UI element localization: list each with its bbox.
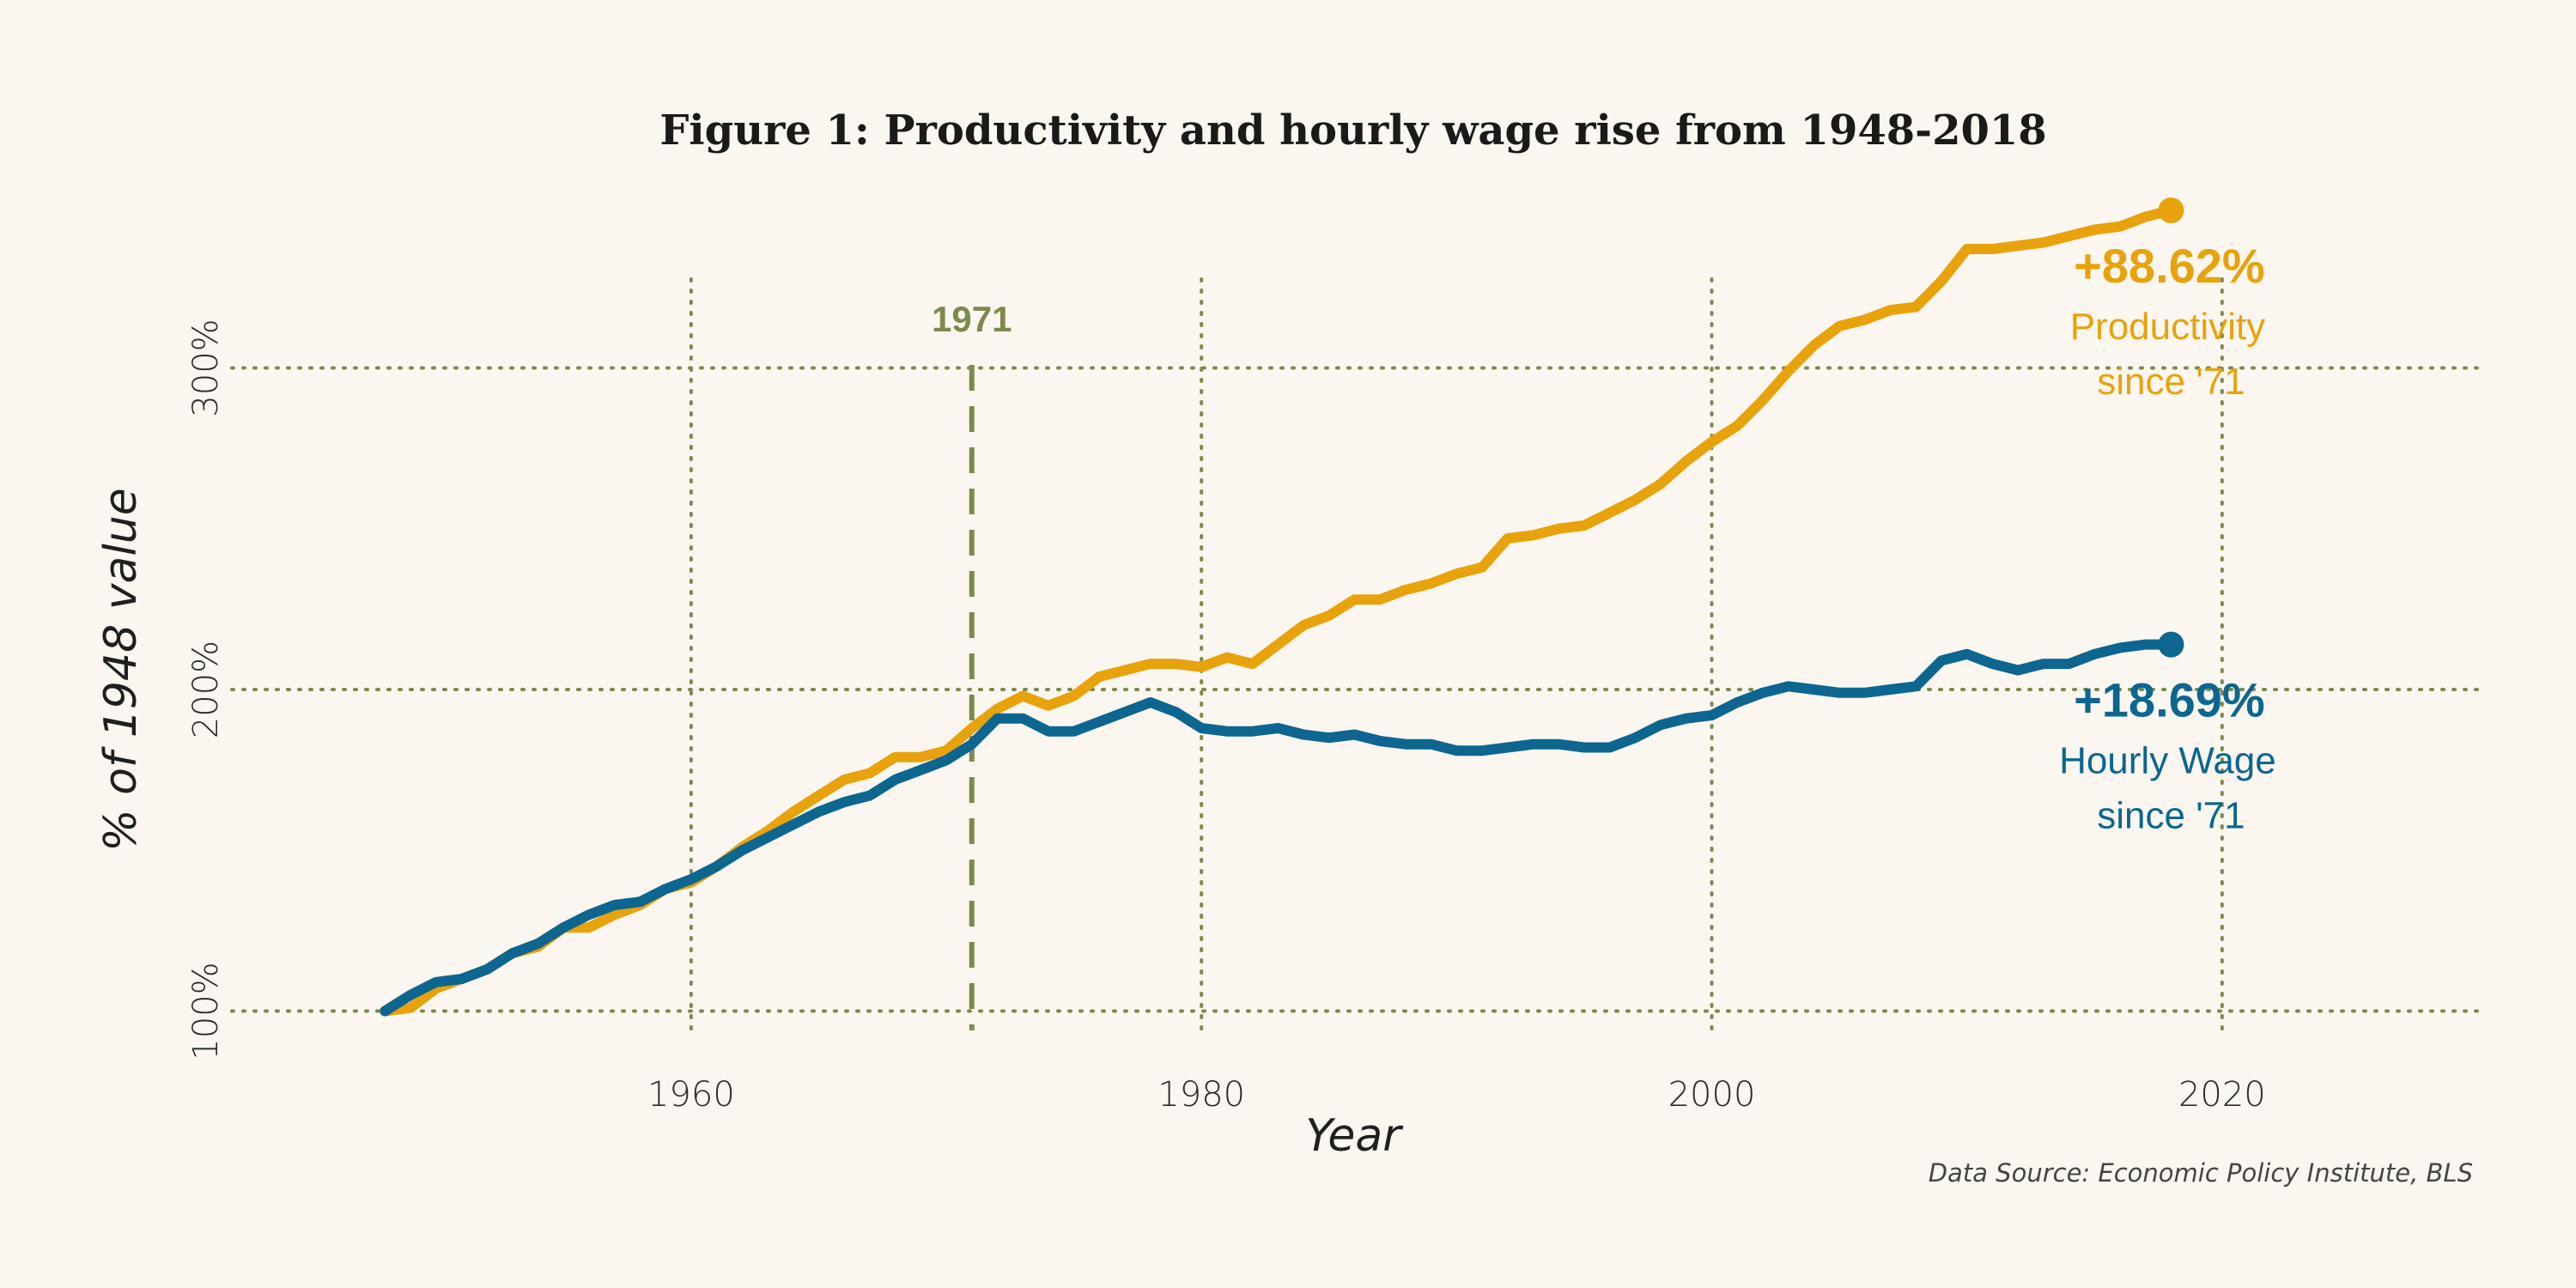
data-source-note: Data Source: Economic Policy Institute, … — [1929, 1158, 2473, 1188]
grid — [230, 277, 2479, 1036]
productivity-end-point — [2158, 197, 2184, 224]
x-tick-label: 2000 — [1668, 1075, 1756, 1115]
marker-1971-label: 1971 — [932, 299, 1012, 339]
wage-change-label: +18.69% — [2074, 673, 2265, 727]
year-marker: 1971 — [932, 299, 1012, 1030]
y-axis-label: % of 1948 value — [95, 488, 147, 852]
y-tick-label: 100% — [186, 962, 226, 1060]
series-lines — [380, 197, 2184, 1017]
x-axis-label: Year — [1305, 1110, 1404, 1162]
y-tick-label: 200% — [186, 641, 226, 738]
productivity-change-label: +88.62% — [2074, 239, 2265, 293]
productivity-annotation-line2: since '71 — [2097, 361, 2245, 403]
x-tick-label: 1960 — [647, 1075, 735, 1115]
chart-title: Figure 1: Productivity and hourly wage r… — [659, 106, 2046, 155]
x-tick-label: 2020 — [2178, 1075, 2266, 1115]
x-tick-label: 1980 — [1157, 1075, 1245, 1115]
y-tick-label: 300% — [186, 319, 226, 416]
wage-line — [380, 639, 2177, 1017]
wage-annotation-line1: Hourly Wage — [2059, 740, 2276, 782]
tick-labels: 100% 200% 300% 1960 1980 2000 2020 — [186, 319, 2266, 1115]
productivity-annotation-line1: Productivity — [2070, 306, 2265, 348]
wage-annotation-line2: since '71 — [2097, 795, 2245, 837]
wage-end-point — [2158, 631, 2184, 658]
annotations: +88.62% Productivity since '71 +18.69% Hourl… — [2059, 239, 2276, 837]
